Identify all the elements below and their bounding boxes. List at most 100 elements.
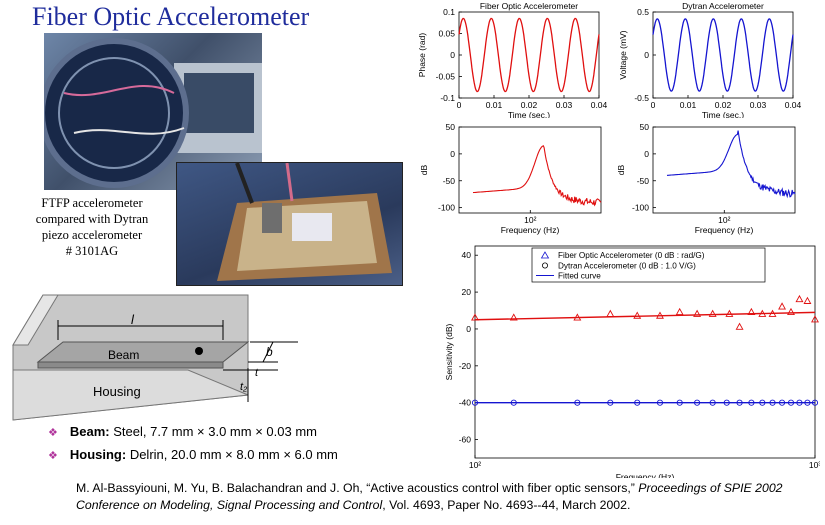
legend-box: [531, 247, 766, 283]
legend-entry: Dytran Accelerometer (0 dB : 1.0 V/G): [558, 262, 696, 271]
x-tick-label: 0.01: [486, 100, 503, 110]
x-tick-label: 10²: [524, 215, 536, 225]
y-tick-label: 0: [450, 149, 455, 159]
bullet-text: Steel, 7.7 mm × 3.0 mm × 0.03 mm: [109, 424, 317, 439]
x-tick-label: 10³: [809, 460, 820, 470]
x-axis-label: Time (sec.): [508, 110, 550, 118]
y-tick-label: -100: [438, 203, 455, 213]
fiber-data-point: [747, 307, 756, 316]
series-line: [472, 145, 602, 207]
caption-line: compared with Dytran: [35, 212, 149, 226]
sensor-cylinder-shape: [262, 203, 282, 233]
y-tick-label: 0: [644, 149, 649, 159]
thickness-label: t: [255, 367, 259, 379]
bullet-text: Delrin, 20.0 mm × 8.0 mm × 6.0 mm: [126, 447, 338, 462]
wire-shape: [63, 84, 175, 97]
fiber-data-point: [803, 296, 812, 304]
legend-entry: Fitted curve: [558, 272, 601, 281]
x-axis-label: Frequency (Hz): [616, 472, 675, 478]
width-label: b: [266, 345, 273, 359]
housing-disk-shape: [44, 38, 189, 188]
fiber-data-point: [708, 309, 717, 317]
housing-side-wall: [12, 294, 59, 346]
bullet-marker-icon: ❖: [48, 427, 58, 439]
closeup-photo-drawing: [217, 163, 392, 281]
x-tick-label: 0: [457, 100, 462, 110]
legend-entry: Fiber Optic Accelerometer (0 dB : rad/G): [558, 251, 705, 260]
fiber-data-point: [633, 311, 642, 319]
x-tick-label: 10²: [469, 460, 481, 470]
x-tick-label: 0.04: [591, 100, 608, 110]
x-tick-label: 0.03: [556, 100, 573, 110]
gap-label: t₂: [240, 381, 248, 393]
y-tick-label: -60: [459, 435, 472, 445]
housing-label: Housing: [93, 384, 141, 399]
beam-housing-diagram: l b t t₂ Beam Housing: [12, 294, 298, 421]
beam-top-surface: [36, 341, 250, 363]
y-tick-label: 0.5: [637, 7, 649, 17]
width-dimension-line: [262, 341, 274, 363]
series-line: [458, 17, 600, 93]
fitted-curve-line: [474, 311, 816, 321]
chart-title: Fiber Optic Accelerometer: [480, 1, 578, 11]
cable-shape: [285, 163, 294, 202]
y-tick-label: -40: [459, 398, 472, 408]
bullet-label: Housing:: [69, 447, 127, 462]
fiber-data-point: [795, 294, 804, 303]
photo-caption: FTFP accelerometer compared with Dytran …: [8, 195, 176, 259]
x-tick-label: 10²: [718, 215, 730, 225]
legend-triangle-marker: [540, 251, 550, 259]
citation-authors: M. Al-Bassyiouni, M. Yu, B. Balachandran…: [76, 481, 639, 495]
y-tick-label: 0.05: [438, 29, 455, 39]
fiber-data-point: [787, 307, 795, 316]
housing-ring-shape: [58, 57, 170, 169]
y-axis-label: Voltage (mV): [618, 30, 628, 79]
x-axis-label: Frequency (Hz): [501, 225, 560, 235]
y-tick-label: 0: [466, 324, 471, 334]
fiber-time-chart: 0 0.01 0.02 0.03 0.04 -0.1 -0.05 0 0.05 0.1 Fiber …: [417, 1, 608, 118]
cable-shape: [235, 163, 254, 204]
x-tick-label: 0.04: [785, 100, 802, 110]
citation-details: , Vol. 4693, Paper No. 4693--44, March 2…: [382, 498, 631, 512]
y-tick-label: -100: [632, 203, 649, 213]
x-tick-label: 0.02: [521, 100, 538, 110]
caption-line: piezo accelerometer: [41, 228, 143, 242]
y-tick-label: 0.1: [443, 7, 455, 17]
citation: M. Al-Bassyiouni, M. Yu, B. Balachandran…: [76, 480, 821, 514]
y-tick-label: -50: [443, 176, 456, 186]
sensor-dot: [195, 347, 203, 355]
y-axis-label: dB: [616, 164, 626, 175]
sensitivity-chart: 10² 10³ -60 -40 -20 0 20 40 Frequency (Hz) Sensit…: [444, 245, 820, 478]
bullet-marker-icon: ❖: [48, 450, 58, 462]
caption-line: # 3101AG: [65, 244, 119, 258]
dytran-spectrum-chart: 10² -100 -50 0 50 Frequency (Hz) dB: [616, 122, 796, 235]
monitor-screen-shape: [184, 73, 254, 133]
caption-line: FTFP accelerometer: [41, 196, 143, 210]
y-tick-label: -0.5: [634, 93, 649, 103]
fiber-data-point: [509, 313, 518, 321]
y-tick-label: 50: [446, 122, 456, 132]
bullet-housing: ❖ Housing: Delrin, 20.0 mm × 8.0 mm × 6.0…: [48, 447, 338, 462]
fiber-data-point: [606, 309, 615, 317]
housing-photo-drawing: [44, 38, 262, 188]
x-axis-label: Time (sec.): [702, 110, 744, 118]
accelerometer-housing-photo: [44, 33, 262, 190]
citation-venue: Proceedings of SPIE 2002 Conference on M…: [76, 481, 783, 512]
y-axis-label: dB: [419, 164, 429, 175]
plot-frame: [474, 245, 816, 459]
series-line: [666, 130, 796, 199]
fiber-data-point: [675, 307, 684, 316]
beam-label: Beam: [108, 348, 139, 362]
y-axis-label: Phase (rad): [417, 33, 427, 78]
x-tick-label: 0.02: [715, 100, 732, 110]
fiber-data-point: [735, 322, 744, 330]
beam-edge: [37, 361, 224, 369]
y-tick-label: 20: [462, 287, 472, 297]
fiber-data-point: [778, 302, 787, 310]
y-tick-label: 0: [644, 50, 649, 60]
slide-title: Fiber Optic Accelerometer: [32, 2, 310, 31]
bullet-label: Beam:: [69, 424, 110, 439]
plot-frame: [652, 126, 796, 214]
chart-title: Dytran Accelerometer: [682, 1, 764, 11]
